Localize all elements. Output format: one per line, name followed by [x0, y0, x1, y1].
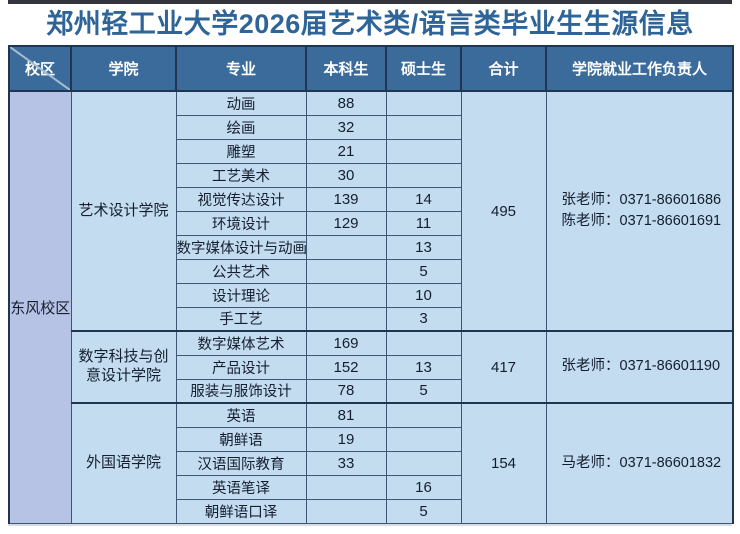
- table-row: 数字科技与创意设计学院 数字媒体艺术 169 417 张老师：0371-8660…: [9, 330, 734, 404]
- table-header: 校区 学院 专业 本科生 硕士生 合计 学院就业工作负责人: [8, 45, 734, 92]
- cell-master: [385, 138, 462, 164]
- cell-major: 视觉传达设计: [175, 186, 307, 212]
- cell-major: 动画: [175, 90, 307, 116]
- cell-master: [385, 426, 462, 452]
- cell-master: [385, 330, 462, 356]
- header-total: 合计: [460, 45, 547, 92]
- graduate-roster-table: 校区 学院 专业 本科生 硕士生 合计 学院就业工作负责人 东风校区 艺术设计学…: [8, 45, 734, 524]
- cell-undergrad: 30: [305, 162, 387, 188]
- cell-major: 工艺美术: [175, 162, 307, 188]
- header-campus: 校区: [8, 45, 72, 92]
- contact-line: 马老师：0371-86601832: [561, 454, 722, 471]
- cell-master: 5: [385, 498, 462, 524]
- header-contact: 学院就业工作负责人: [545, 45, 734, 92]
- cell-contact: 张老师：0371-86601686 陈老师：0371-86601691: [545, 90, 734, 332]
- table-row: 视觉传达设计 139 14: [9, 186, 733, 212]
- cell-total: 495: [460, 90, 547, 332]
- cell-master: 5: [385, 378, 462, 404]
- header-undergrad: 本科生: [305, 45, 387, 92]
- cell-master: 5: [385, 258, 462, 284]
- cell-undergrad: 19: [305, 426, 387, 452]
- cell-undergrad: 78: [305, 378, 387, 404]
- cell-contact: 张老师：0371-86601190: [545, 330, 734, 404]
- cell-college: 外国语学院: [70, 402, 177, 524]
- cell-master: [385, 402, 462, 428]
- cell-major: 英语: [175, 402, 307, 428]
- cell-undergrad: 169: [305, 330, 387, 356]
- cell-college: 艺术设计学院: [70, 90, 177, 332]
- table-row: 设计理论 10: [9, 282, 733, 308]
- cell-undergrad: 21: [305, 138, 387, 164]
- cell-major: 设计理论: [175, 282, 307, 308]
- cell-major: 服装与服饰设计: [175, 378, 307, 404]
- cell-undergrad: [305, 234, 387, 260]
- cell-undergrad: 33: [305, 450, 387, 476]
- cell-undergrad: 129: [305, 210, 387, 236]
- page-title: 郑州轻工业大学2026届艺术类/语言类毕业生生源信息: [46, 9, 694, 39]
- cell-master: 11: [385, 210, 462, 236]
- cell-undergrad: 88: [305, 90, 387, 116]
- cell-master: 13: [385, 234, 462, 260]
- table-row: 外国语学院 英语 81 154 马老师：0371-86601832: [9, 402, 734, 524]
- table-row: 朝鲜语口译 5: [9, 498, 733, 524]
- cell-master: [385, 450, 462, 476]
- cell-master: 3: [385, 306, 462, 332]
- cell-major: 公共艺术: [175, 258, 307, 284]
- cell-total: 154: [460, 402, 547, 524]
- cell-major: 绘画: [175, 114, 307, 140]
- cell-major: 英语笔译: [175, 474, 307, 500]
- table-row: 环境设计 129 11: [9, 210, 733, 236]
- cell-major: 环境设计: [175, 210, 307, 236]
- cell-undergrad: [305, 306, 387, 332]
- cell-major: 朝鲜语口译: [175, 498, 307, 524]
- header-row: 校区 学院 专业 本科生 硕士生 合计 学院就业工作负责人: [8, 45, 734, 92]
- diagonal-divider-line: [10, 47, 70, 90]
- cell-master: 10: [385, 282, 462, 308]
- cell-major: 朝鲜语: [175, 426, 307, 452]
- cell-major: 数字媒体艺术: [175, 330, 307, 356]
- cell-undergrad: [305, 258, 387, 284]
- contact-line: 张老师：0371-86601190: [561, 358, 721, 375]
- table-row: 手工艺 3: [9, 306, 733, 332]
- cell-master: 14: [385, 186, 462, 212]
- header-major: 专业: [175, 45, 307, 92]
- cell-undergrad: [305, 498, 387, 524]
- cell-campus: 东风校区: [8, 90, 72, 524]
- cell-master: [385, 114, 462, 140]
- cell-major: 雕塑: [175, 138, 307, 164]
- cell-major: 手工艺: [175, 306, 307, 332]
- cell-master: 13: [385, 354, 462, 380]
- table-row: 绘画 32: [9, 114, 733, 140]
- cell-undergrad: 32: [305, 114, 387, 140]
- header-college: 学院: [70, 45, 177, 92]
- table-row: 英语笔译 16: [9, 474, 733, 500]
- cell-contact: 马老师：0371-86601832: [545, 402, 734, 524]
- table-cut-edge: [8, 524, 732, 526]
- table-row: 东风校区 艺术设计学院 动画 88 495 张老师：0371-86601686 …: [8, 90, 734, 524]
- top-divider-bar: [8, 0, 732, 4]
- cell-master: 16: [385, 474, 462, 500]
- cell-major: 汉语国际教育: [175, 450, 307, 476]
- contact-line: 张老师：0371-86601686: [561, 191, 722, 208]
- cell-undergrad: [305, 474, 387, 500]
- table-row: 服装与服饰设计 78 5: [9, 378, 733, 404]
- table-row: 数字媒体设计与动画 13: [9, 234, 733, 260]
- cell-master: [385, 90, 462, 116]
- cell-undergrad: [305, 282, 387, 308]
- table-row: 雕塑 21: [9, 138, 733, 164]
- cell-college: 数字科技与创意设计学院: [70, 330, 177, 404]
- cell-major: 产品设计: [175, 354, 307, 380]
- cell-undergrad: 139: [305, 186, 387, 212]
- header-master: 硕士生: [385, 45, 462, 92]
- cell-undergrad: 81: [305, 402, 387, 428]
- table-row: 产品设计 152 13: [9, 354, 733, 380]
- cell-master: [385, 162, 462, 188]
- cell-undergrad: 152: [305, 354, 387, 380]
- contact-line: 陈老师：0371-86601691: [561, 213, 722, 229]
- cell-total: 417: [460, 330, 547, 404]
- cell-major: 数字媒体设计与动画: [175, 234, 307, 260]
- table-body: 东风校区 艺术设计学院 动画 88 495 张老师：0371-86601686 …: [8, 90, 734, 524]
